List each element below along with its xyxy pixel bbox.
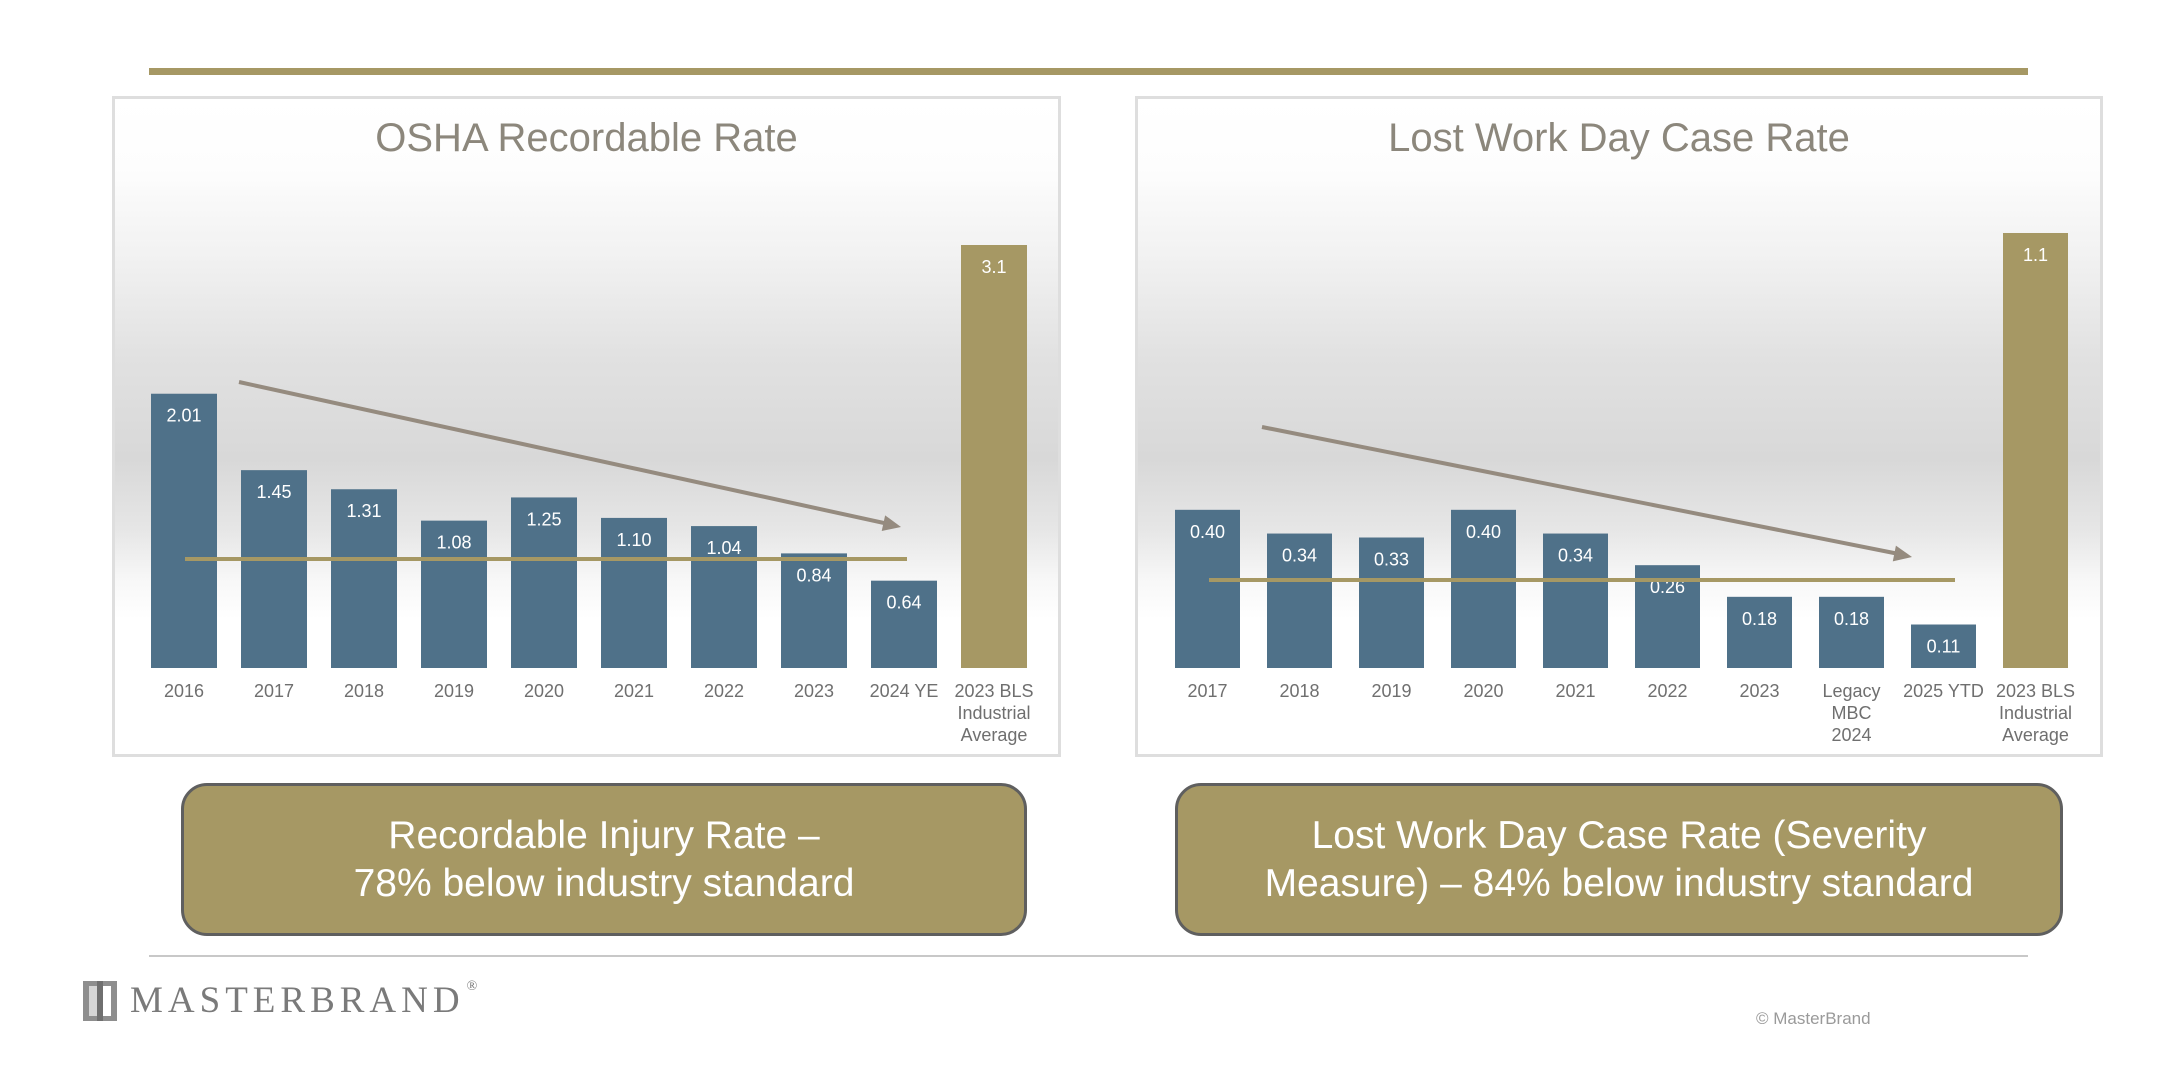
category-label: 2019	[1371, 681, 1411, 701]
chart-title: Lost Work Day Case Rate	[1388, 116, 1850, 160]
data-label: 1.31	[346, 501, 381, 521]
value-labels: 0.40 0.34 0.33 0.40 0.34 0.26 0.18 0.18 0.11 1.1	[1190, 245, 2048, 657]
category-label: 2018	[1279, 681, 1319, 701]
data-label: 0.33	[1374, 550, 1409, 570]
data-label: 0.40	[1466, 522, 1501, 542]
data-label: 3.1	[981, 257, 1006, 277]
category-label: 2017	[1187, 681, 1227, 701]
category-label: 2016	[164, 681, 204, 701]
callout-line: Recordable Injury Rate –	[388, 813, 820, 857]
callout-line: Lost Work Day Case Rate (Severity	[1311, 813, 1927, 857]
masterbrand-logo: MASTERBRAND ®	[82, 979, 477, 1022]
cabinet-door-icon	[83, 980, 117, 1021]
category-label: Legacy MBC 2024	[1822, 681, 1880, 745]
callout-line: Measure) – 84% below industry standard	[1264, 861, 1974, 905]
bls-average-bar	[961, 245, 1027, 668]
data-bar	[421, 520, 487, 668]
category-label: 2017	[254, 681, 294, 701]
data-bar	[1175, 509, 1240, 668]
data-bar	[241, 470, 307, 668]
data-bar	[601, 517, 667, 668]
data-label: 0.34	[1558, 546, 1593, 566]
category-label: 2021	[1555, 681, 1595, 701]
data-bar	[1819, 596, 1884, 668]
footer-rule	[149, 955, 2028, 957]
data-label: 2.01	[166, 406, 201, 426]
data-label: 0.18	[1742, 609, 1777, 629]
category-label: 2025 YTD	[1903, 681, 1984, 701]
data-label: 0.26	[1650, 577, 1685, 597]
data-label: 1.25	[526, 509, 561, 529]
data-bar	[1635, 565, 1700, 668]
data-label: 0.34	[1282, 546, 1317, 566]
category-labels: 2017 2018 2019 2020 2021 2022 2023 Legacy MBC 202…	[1187, 681, 2075, 745]
data-bar	[781, 553, 847, 668]
category-label: 2019	[434, 681, 474, 701]
data-bar	[1727, 596, 1792, 668]
bls-average-bar	[2003, 233, 2068, 668]
data-label: 1.45	[256, 482, 291, 502]
data-label: 0.84	[796, 565, 831, 585]
lost-work-day-chart: 0.40 0.34 0.33 0.40 0.34 0.26 0.18 0.18 0.11 1.1 2…	[1175, 233, 2075, 745]
osha-chart-panel: OSHA Recordable Rate 2.01 1.45 1.31 1.08 1.2…	[112, 96, 1061, 757]
category-label: 2023 BLS Industrial Average	[1996, 681, 2075, 745]
bars	[151, 245, 1027, 668]
header-rule	[149, 68, 2028, 75]
brand-wordmark: MASTERBRAND	[130, 980, 465, 1021]
data-bar	[1543, 533, 1608, 668]
lost-work-day-callout: Lost Work Day Case Rate (Severity Measur…	[1175, 783, 2063, 936]
trend-arrow-head	[881, 515, 901, 531]
trend-arrow-line	[1261, 425, 1905, 557]
data-bar	[1267, 533, 1332, 668]
copyright-text: © MasterBrand	[1756, 1009, 1871, 1028]
recordable-injury-callout: Recordable Injury Rate – 78% below indus…	[181, 783, 1027, 936]
bars	[1175, 233, 2068, 668]
category-label: 2024 YE	[870, 681, 939, 701]
chart-title: OSHA Recordable Rate	[375, 116, 798, 160]
category-label: 2021	[614, 681, 654, 701]
category-label: 2023	[794, 681, 834, 701]
callout-line: 78% below industry standard	[353, 861, 855, 905]
data-label: 0.18	[1834, 609, 1869, 629]
data-bar	[151, 393, 217, 668]
data-label: 1.08	[436, 533, 471, 553]
osha-chart: 2.011.451.311.081.251.10 1.040.840.643.12…	[151, 245, 1034, 745]
category-label: 2022	[1647, 681, 1687, 701]
data-label: 0.11	[1927, 637, 1961, 657]
data-bar	[871, 580, 937, 668]
data-bar	[331, 489, 397, 668]
trend-arrow-head	[1892, 545, 1912, 562]
data-label: 1.10	[616, 530, 651, 550]
category-label: 2018	[344, 681, 384, 701]
category-labels: 2016 2017 2018 2019 2020 2021 2022 2023 2024 YE 2…	[164, 681, 1034, 745]
lost-work-day-chart-panel: Lost Work Day Case Rate 0.40 0.34 0.33 0.40…	[1135, 96, 2103, 757]
data-bar	[511, 497, 577, 668]
category-label: 2020	[524, 681, 564, 701]
data-bar	[1359, 537, 1424, 668]
data-label: 1.1	[2023, 245, 2048, 265]
category-label: 2023	[1739, 681, 1779, 701]
brand-name: MASTERBRAND ®	[130, 979, 477, 1022]
data-label: 1.04	[706, 538, 741, 558]
value-labels: 2.01 1.45 1.31 1.08 1.25 1.10 1.04 0.84 0.64 3.1	[166, 257, 1006, 613]
data-label: 0.64	[886, 593, 921, 613]
data-bar	[1451, 509, 1516, 668]
data-label: 0.40	[1190, 522, 1225, 542]
category-label: 2020	[1463, 681, 1503, 701]
trademark-symbol: ®	[466, 979, 478, 994]
data-bar	[1911, 624, 1976, 668]
data-bar	[691, 526, 757, 668]
category-label: 2022	[704, 681, 744, 701]
trend-arrow-line	[238, 380, 894, 527]
category-label: 2023 BLS Industrial Average	[954, 681, 1033, 745]
